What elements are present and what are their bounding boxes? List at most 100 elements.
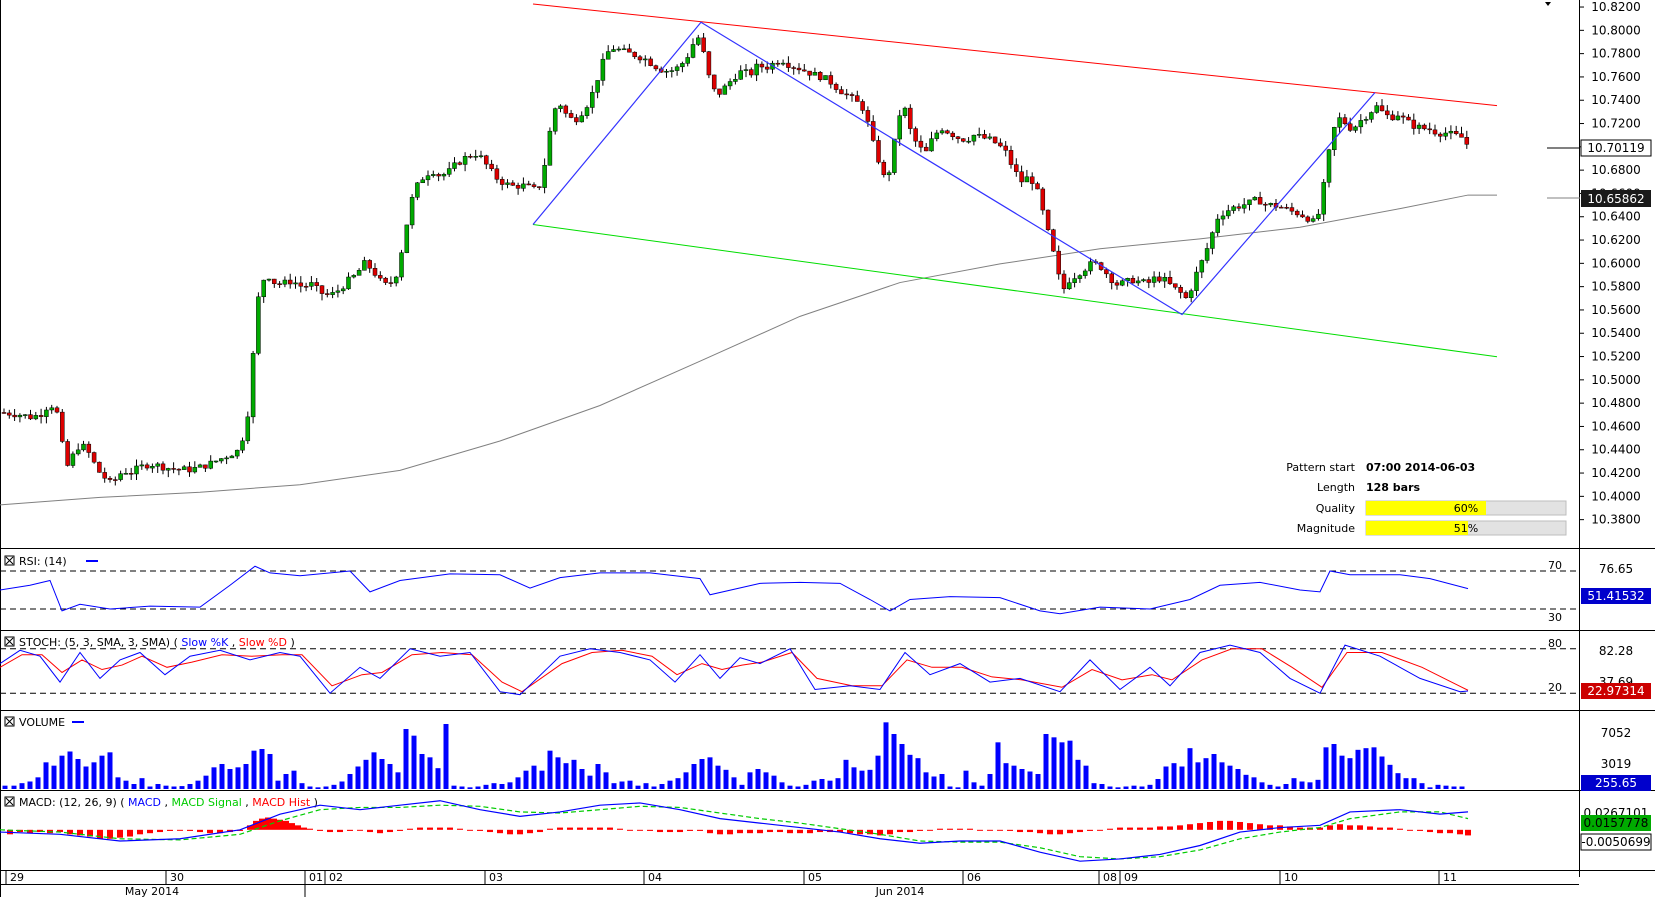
time-axis: 29 30 01 02 03 04 05 06 08 09 10 11 May 2014 Jun 2014	[5, 871, 1457, 898]
volume-bar	[1331, 744, 1337, 789]
candle	[340, 286, 346, 295]
candle-body	[17, 414, 23, 418]
macd-hist-bar	[1417, 829, 1423, 831]
candle	[775, 60, 781, 67]
volume-bar	[515, 777, 521, 789]
macd-hist-bar	[1147, 827, 1153, 830]
macd-hist-bar	[757, 829, 763, 834]
candle	[219, 458, 224, 464]
macd-hist-bar	[767, 829, 773, 833]
candle-body	[727, 81, 733, 87]
macd-hist-bar	[1037, 829, 1043, 834]
candle-body	[1035, 183, 1040, 190]
volume-bar	[475, 786, 481, 789]
candle	[881, 159, 887, 178]
volume-title: VOLUME	[19, 716, 65, 729]
rsi-title: RSI: (14)	[19, 555, 67, 568]
candle	[1257, 191, 1263, 205]
macd-hist-bar	[253, 820, 259, 830]
candle	[1300, 210, 1305, 218]
macd-hist-bar	[1457, 829, 1463, 835]
volume-bar	[779, 782, 785, 789]
candle	[754, 59, 759, 82]
candle-body	[584, 107, 590, 116]
volume-bar	[419, 754, 425, 789]
candle-body	[1400, 115, 1406, 118]
candle	[1178, 284, 1183, 299]
volume-bar	[131, 784, 137, 789]
candle-body	[139, 464, 145, 467]
candle-body	[1220, 215, 1226, 220]
candle	[393, 275, 399, 287]
volume-bar	[211, 767, 217, 789]
candle	[1109, 272, 1114, 290]
candle	[1135, 276, 1141, 286]
price-tick-label: 10.6400	[1591, 210, 1641, 224]
candle-body	[1061, 273, 1067, 290]
candle-body	[611, 49, 616, 52]
candle	[1464, 130, 1470, 149]
candle	[823, 75, 828, 81]
volume-bar	[811, 780, 817, 789]
candle	[1130, 275, 1136, 284]
candle	[515, 182, 521, 195]
rsi-panel: RSI: (14) 70 30 76.65 51.41532	[0, 555, 1651, 624]
candle-body	[1268, 203, 1273, 206]
candle	[203, 464, 208, 473]
candle	[272, 278, 277, 288]
candle-body	[1406, 116, 1411, 121]
macd-hist-bar	[1207, 821, 1213, 830]
candle-body	[75, 449, 81, 455]
volume-bar	[1219, 762, 1225, 789]
volume-bar	[155, 784, 161, 789]
macd-hist-bar	[87, 829, 93, 837]
candle-body	[823, 75, 828, 81]
candle-body	[113, 479, 118, 481]
candle	[1390, 110, 1395, 121]
candle-body	[886, 172, 892, 176]
length-label: Length	[1317, 481, 1355, 494]
candle	[303, 282, 309, 292]
macd-hist-bar	[597, 827, 603, 830]
volume-bar	[379, 759, 385, 789]
volume-bar	[1267, 784, 1273, 789]
candle	[749, 67, 754, 78]
volume-bar	[411, 735, 417, 789]
candle-body	[934, 132, 940, 139]
macd-hist-bar	[377, 829, 383, 834]
candle-body	[197, 464, 203, 468]
day-label: 03	[489, 871, 503, 884]
candle-body	[383, 277, 388, 283]
volume-bar	[267, 754, 273, 789]
volume-bar	[235, 767, 241, 789]
candle	[976, 127, 982, 138]
candle-body	[1077, 275, 1083, 279]
candle	[97, 461, 102, 473]
candle-body	[436, 174, 441, 177]
volume-bar	[1139, 786, 1145, 789]
candle-body	[1411, 119, 1417, 129]
macd-hist-bar	[57, 829, 63, 833]
price-tick-label: 10.4400	[1591, 443, 1641, 457]
macd-legend-sep-2: ,	[245, 796, 252, 809]
candle	[28, 409, 33, 420]
rsi-value-box	[1581, 588, 1651, 604]
resistance-line	[532, 3, 1498, 107]
volume-bar	[1315, 779, 1321, 789]
price-axis: 10.8200 10.8000 10.7800 10.7600 10.7400 10.72…	[1579, 0, 1641, 527]
candle-body	[796, 67, 802, 71]
candle-body	[1438, 133, 1443, 137]
candle-body	[807, 70, 812, 76]
macd-hist-bar	[997, 829, 1003, 831]
candle-body	[844, 93, 849, 96]
candle	[372, 263, 378, 278]
candle	[595, 80, 600, 99]
volume-bar	[835, 778, 841, 789]
price-tick-label: 10.5000	[1591, 373, 1641, 387]
candle-body	[685, 57, 690, 64]
volume-bar	[1451, 786, 1457, 789]
candle-body	[1199, 260, 1205, 273]
candle	[197, 463, 203, 468]
